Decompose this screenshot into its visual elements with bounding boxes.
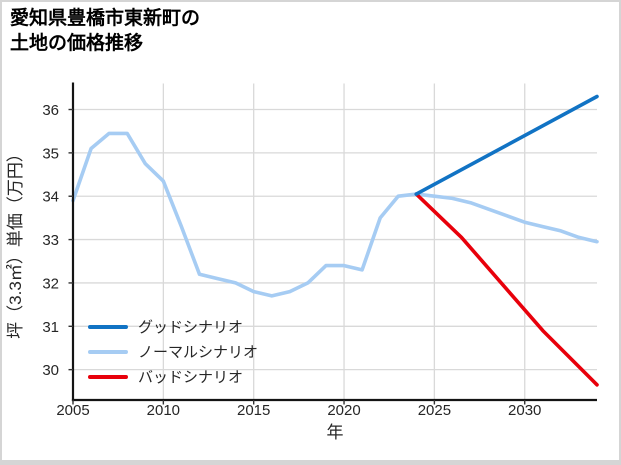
legend-item-normal-scenario: ノーマルシナリオ: [88, 339, 258, 364]
series-line-bad-scenario: [414, 192, 599, 387]
y-tick-label: 32: [42, 275, 59, 292]
legend-label-good: グッドシナリオ: [138, 319, 244, 336]
x-tick-label: 2020: [327, 402, 360, 419]
legend-label-normal: ノーマルシナリオ: [138, 344, 259, 361]
data-series: [71, 94, 599, 387]
legend-item-bad-scenario: バッドシナリオ: [88, 364, 258, 389]
legend-swatch-bad: [88, 374, 128, 379]
series-line-history-and-normal-scenario: [71, 131, 599, 298]
y-tick-label: 31: [42, 319, 59, 336]
x-tick-label: 2010: [147, 402, 180, 419]
x-tick-label: 2025: [418, 402, 451, 419]
y-tick-label: 33: [42, 232, 59, 249]
y-tick-label: 30: [42, 362, 59, 379]
series-line-good-scenario: [414, 94, 599, 196]
x-tick-label: 2030: [508, 402, 541, 419]
x-tick-label: 2005: [56, 402, 89, 419]
y-tick-label: 35: [42, 145, 59, 162]
y-tick-label: 36: [42, 102, 59, 119]
tick-labels: 2005 2010 2015 2020 2025 2030 30 31 32 33 34 35 36: [42, 102, 541, 419]
x-axis-label: 年: [327, 423, 344, 442]
legend-swatch-good: [88, 324, 128, 329]
x-tick-label: 2015: [237, 402, 270, 419]
chart-title-line1: 愛知県豊橋市東新町の: [10, 8, 201, 29]
y-axis-label: 坪（3.3㎡）単価（万円）: [6, 145, 25, 339]
legend-swatch-normal: [88, 349, 128, 354]
axes: [68, 82, 597, 405]
legend-label-bad: バッドシナリオ: [138, 369, 244, 386]
legend-item-good-scenario: グッドシナリオ: [88, 314, 258, 339]
legend: グッドシナリオ ノーマルシナリオ バッドシナリオ: [88, 314, 258, 389]
y-tick-label: 34: [42, 189, 59, 206]
chart-title-line2: 土地の価格推移: [10, 33, 144, 54]
chart-title: 愛知県豊橋市東新町の 土地の価格推移: [10, 6, 200, 56]
gridlines: [72, 83, 597, 400]
